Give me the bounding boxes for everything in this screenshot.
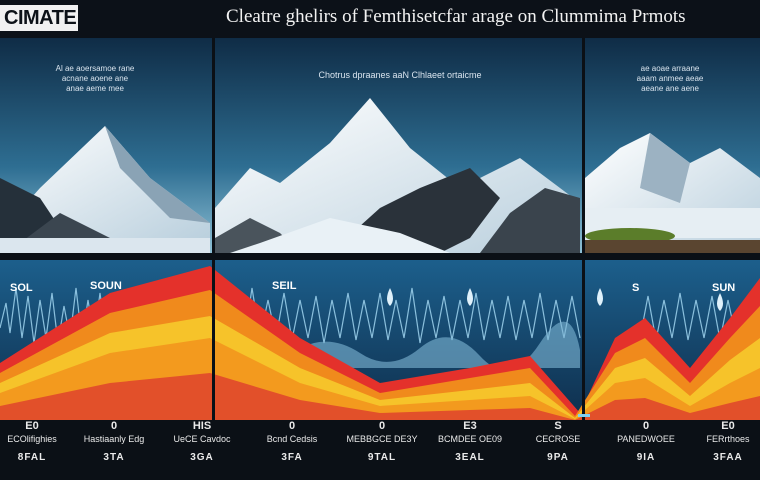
mountain-panel-right [585,133,760,253]
rock-ridge [480,188,580,253]
header-bar: CIMATE Cleatre ghelirs of Femthisetcfar … [0,0,760,38]
mountain-panel-left [0,126,210,253]
cell-value: S [554,420,562,432]
cell-sub: 8FAL [17,452,47,463]
cell-label: Bcnd Cedsis [266,434,318,444]
label-cell: E3 BCMDEE OE09 3EAL [428,420,512,463]
panel-caption-center: Chotrus dpraanes aaN Clhlaeet ortaicme [280,70,520,80]
label-cell: 0 MEBBGCE DE3Y 9TAL [340,420,424,463]
caption-line: acnane aoene ane [61,74,129,83]
mountain-panel-center [215,98,580,253]
droplet-icons [387,288,723,311]
cell-label: PANEDWOEE [617,434,675,444]
panel-divider [212,38,215,420]
bottom-labels: E0 ECOlifighies 8FAL 0 Hastiaanly Edg 3T… [0,420,760,480]
cell-sub: 9IA [636,452,656,463]
cell-value: E3 [463,420,477,432]
caption-line: ae aoae arraane [640,64,700,73]
cell-sub: 3FAA [713,452,743,463]
rock-ridge [20,213,110,243]
cell-sub: 9PA [547,452,569,463]
marker-label: SOL [10,282,33,294]
label-cell: 0 PANEDWOEE 9IA [604,420,688,463]
cell-sub: 3GA [190,452,214,463]
label-cell: 0 Hastiaanly Edg 3TA [72,420,156,463]
glacier [230,218,450,253]
cell-sub: 3EAL [455,452,485,463]
caption-line: anae aeme mee [66,84,124,93]
caption-line: aaam anmee aeae [636,74,704,83]
snowfield [0,238,210,253]
cell-label: CECROSE [535,434,581,444]
marker-label: SEIL [272,280,297,292]
cell-label: UeCE Cavdoc [173,434,231,444]
cell-label: Hastiaanly Edg [83,434,145,444]
cell-label: FERrthoes [706,434,750,444]
cell-value: HIS [192,420,212,432]
timeline-marker [578,414,590,417]
cell-label: MEBBGCE DE3Y [346,434,418,444]
mountain-shadow [105,126,210,223]
marker-label: SUN [712,282,736,294]
panel-caption-right: ae aoae arraane aaam anmee aeae aeane an… [605,64,735,94]
cell-sub: 3FA [281,452,303,463]
cell-value: 0 [110,420,118,432]
caption-line: aeane ane aene [641,84,699,93]
cell-value: 0 [642,420,650,432]
cell-sub: 3TA [103,452,125,463]
cell-label: BCMDEE OE09 [437,434,503,444]
panel-caption-left: Al ae aoersamoe rane acnane aoene ane an… [10,64,180,94]
marker-label: SOUN [90,280,122,292]
label-cell: HIS UeCE Cavdoc 3GA [160,420,244,463]
caption-line: Al ae aoersamoe rane [55,64,135,73]
heat-layers [0,266,760,420]
label-cell: 0 Bcnd Cedsis 3FA [250,420,334,463]
mountain-shadow [640,133,690,203]
landscape-artwork [0,38,760,420]
mountain [0,126,210,243]
cell-value: 0 [378,420,386,432]
panel-divider [582,38,585,420]
label-cell: E0 FERrthoes 3FAA [686,420,760,463]
cell-sub: 9TAL [367,452,397,463]
poster-title: Cleatre ghelirs of Femthisetcfar arage o… [226,6,686,27]
water-surface [300,321,580,370]
mountain [215,98,580,253]
heat-red-low [0,373,760,420]
cell-value: E0 [721,420,735,432]
cell-label: ECOlifighies [7,434,57,444]
label-cell: E0 ECOlifighies 8FAL [0,420,74,463]
brand-badge: CIMATE [0,5,78,31]
label-cell: S CECROSE 9PA [516,420,600,463]
cell-value: E0 [25,420,39,432]
ground [585,240,760,253]
caption-line: Chotrus dpraanes aaN Clhlaeet ortaicme [318,70,482,80]
cell-value: 0 [288,420,296,432]
marker-label: S [632,282,640,294]
